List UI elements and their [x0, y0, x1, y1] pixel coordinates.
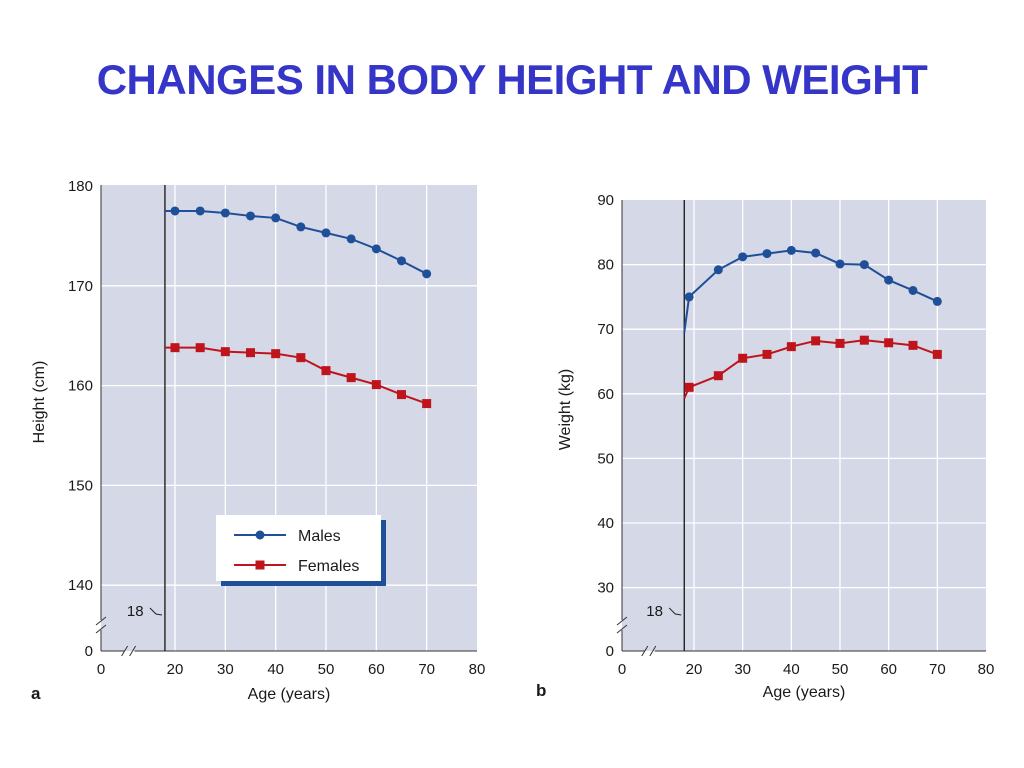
x-axis-title: Age (years) [763, 684, 846, 701]
data-point-females [859, 335, 869, 345]
data-point-females [932, 349, 942, 359]
x-tick-label: 50 [318, 661, 335, 678]
legend-box [216, 515, 381, 581]
legend: Males Females [216, 515, 386, 586]
data-point-males [713, 265, 723, 275]
y-tick-label: 70 [597, 321, 614, 338]
y-tick-label: 0 [85, 643, 93, 660]
reference-line-label: 18 [646, 603, 663, 620]
x-tick-label: 30 [217, 661, 234, 678]
x-axis-break-icon [641, 645, 657, 657]
x-tick-label: 80 [469, 661, 486, 678]
x-tick-label: 50 [832, 661, 849, 678]
x-tick-label: 20 [167, 661, 184, 678]
data-point-females [296, 353, 306, 363]
data-point-males [296, 222, 306, 232]
data-point-females [811, 336, 821, 346]
data-point-males [397, 256, 406, 266]
data-point-males [371, 244, 381, 254]
x-tick-label: 70 [929, 661, 946, 678]
legend-label-females: Females [298, 558, 359, 575]
reference-line-label: 18 [127, 603, 144, 620]
y-tick-label: 50 [597, 450, 614, 467]
data-point-females [371, 380, 381, 390]
data-point-females [246, 348, 255, 358]
y-axis-title: Height (cm) [31, 361, 48, 444]
y-tick-label: 30 [597, 580, 614, 597]
data-point-females [762, 349, 772, 359]
y-tick-label: 160 [68, 378, 93, 395]
y-tick-label: 150 [68, 477, 93, 494]
data-point-females [908, 340, 918, 350]
data-point-females [170, 343, 180, 353]
data-point-females [195, 343, 205, 353]
data-point-males [321, 228, 331, 238]
y-tick-label: 90 [597, 192, 614, 209]
data-point-males [738, 252, 748, 262]
y-tick-label: 140 [68, 577, 93, 594]
y-tick-label: 180 [68, 178, 93, 195]
chart-panel-b: 18 0 20 30 40 50 60 70 80 0 30 40 50 60 70 80 90 Age (yea… [536, 192, 994, 701]
data-point-females [835, 338, 845, 348]
data-point-females [220, 347, 230, 357]
data-point-males [684, 292, 694, 302]
plot-area [622, 200, 986, 651]
x-tick-label: 0 [97, 661, 105, 678]
panel-letter: b [536, 681, 546, 700]
data-point-females [713, 371, 723, 381]
legend-marker-males [255, 530, 265, 540]
data-point-females [738, 353, 748, 363]
y-tick-label: 170 [68, 278, 93, 295]
data-point-females [397, 390, 406, 400]
data-point-males [932, 296, 942, 306]
y-tick-label: 60 [597, 386, 614, 403]
legend-label-males: Males [298, 528, 341, 545]
x-axis-break-icon [121, 645, 137, 657]
x-tick-label: 60 [368, 661, 385, 678]
x-tick-label: 80 [978, 661, 995, 678]
x-tick-label: 30 [734, 661, 751, 678]
panel-letter: a [31, 684, 41, 703]
x-tick-label: 20 [686, 661, 703, 678]
data-point-females [684, 382, 694, 392]
data-point-males [170, 206, 180, 216]
y-axis-title: Weight (kg) [557, 369, 574, 451]
y-tick-label: 0 [606, 643, 614, 660]
x-tick-label: 70 [418, 661, 435, 678]
reference-line-pointer [149, 607, 163, 616]
data-point-females [321, 366, 331, 376]
data-point-males [859, 260, 869, 270]
x-tick-label: 40 [783, 661, 800, 678]
data-point-females [422, 399, 432, 409]
data-point-males [220, 208, 230, 218]
legend-marker-females [255, 560, 265, 570]
x-tick-label: 0 [618, 661, 626, 678]
y-axis-break-icon [95, 616, 107, 634]
data-point-females [786, 342, 796, 352]
data-point-females [884, 338, 894, 348]
data-point-males [786, 245, 796, 255]
page-title: CHANGES IN BODY HEIGHT AND WEIGHT [96, 56, 928, 103]
y-axis-break-icon [616, 616, 628, 634]
data-point-males [835, 259, 845, 269]
data-point-males [884, 275, 894, 285]
y-tick-label: 40 [597, 515, 614, 532]
data-point-males [811, 248, 821, 258]
data-point-females [271, 349, 281, 359]
y-tick-label: 80 [597, 257, 614, 274]
data-point-males [346, 234, 356, 244]
x-tick-label: 40 [267, 661, 284, 678]
data-point-males [908, 285, 918, 295]
data-point-males [422, 269, 432, 279]
data-point-males [246, 211, 255, 221]
data-point-males [762, 249, 772, 259]
data-point-males [271, 213, 281, 223]
x-tick-label: 60 [880, 661, 897, 678]
data-point-females [346, 373, 356, 383]
reference-line-pointer [668, 607, 682, 616]
data-point-males [195, 206, 205, 216]
x-axis-title: Age (years) [248, 686, 331, 703]
